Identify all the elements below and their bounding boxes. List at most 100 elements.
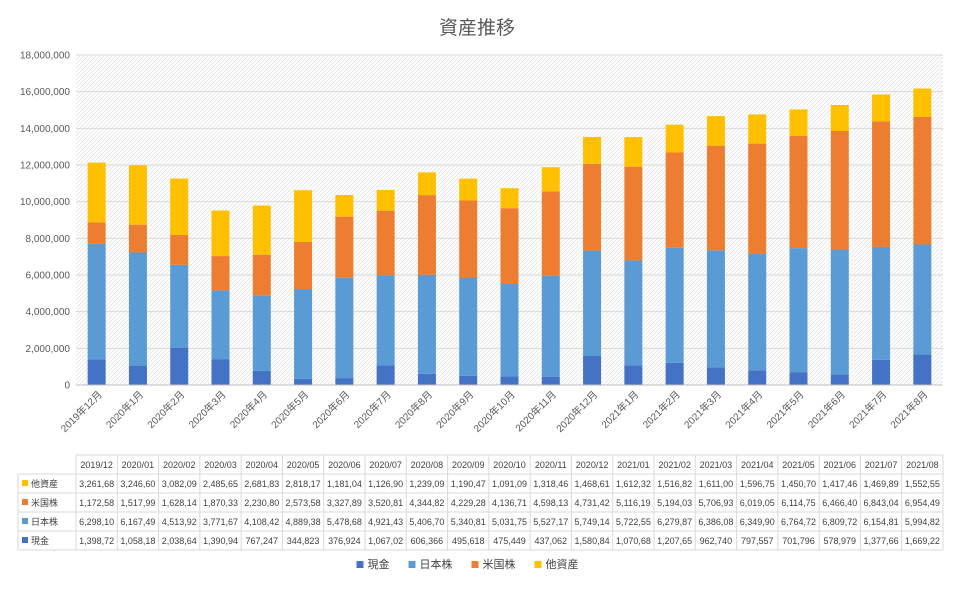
table-cell: 1,870,33 <box>203 498 238 508</box>
bar-segment <box>294 378 313 385</box>
bar-segment <box>252 254 271 296</box>
bar-segment <box>583 250 602 357</box>
table-row-key <box>22 480 28 486</box>
legend-key <box>408 561 416 568</box>
table-header-cell: 2020/10 <box>493 460 526 470</box>
table-cell: 5,194,03 <box>657 498 692 508</box>
bar-segment <box>830 130 849 250</box>
table-cell: 701,796 <box>782 536 815 546</box>
table-cell: 1,058,18 <box>120 536 155 546</box>
legend-label: 日本株 <box>420 557 453 571</box>
table-cell: 5,406,70 <box>409 517 444 527</box>
table-header-cell: 2019/12 <box>80 460 113 470</box>
bar-segment <box>459 178 478 201</box>
table-cell: 5,994,82 <box>905 517 940 527</box>
bar-segment <box>128 365 147 385</box>
table-row-key <box>22 499 28 505</box>
bar-segment <box>500 376 519 385</box>
table-cell: 1,580,84 <box>575 536 610 546</box>
bar-segment <box>128 165 147 225</box>
bar-segment <box>913 244 932 355</box>
bar-segment <box>665 152 684 248</box>
table-cell: 767,247 <box>246 536 279 546</box>
bar-segment <box>706 250 725 368</box>
y-axis: 0 2,000,000 4,000,000 6,000,000 8,000,000 10,… <box>20 51 71 392</box>
table-cell: 797,557 <box>741 536 774 546</box>
table-row-label: 米国株 <box>31 497 58 508</box>
table-cell: 1,181,04 <box>327 479 362 489</box>
bar-segment <box>87 359 106 385</box>
table-header-cell: 2021/08 <box>906 460 939 470</box>
bar-segment <box>211 290 230 360</box>
table-cell: 1,091,09 <box>492 479 527 489</box>
table-cell: 4,136,71 <box>492 498 527 508</box>
bar-segment <box>252 370 271 385</box>
bar-segment <box>417 195 436 275</box>
legend-label: 他資産 <box>546 558 579 571</box>
table-cell: 5,116,19 <box>616 498 650 508</box>
table-cell: 606,366 <box>411 536 444 546</box>
bar-segment <box>294 241 313 290</box>
bar-segment <box>789 248 808 373</box>
table-header-cell: 2020/12 <box>576 460 609 470</box>
y-tick-label: 0 <box>64 381 70 392</box>
bar-segment <box>872 246 891 360</box>
table-cell: 1,377,66 <box>864 536 899 546</box>
table-cell: 6,114,75 <box>781 498 815 508</box>
table-cell: 3,327,89 <box>327 498 362 508</box>
bar-segment <box>500 208 519 285</box>
table-header-cell: 2020/06 <box>328 460 361 470</box>
table-cell: 495,618 <box>452 536 485 546</box>
bar-segment <box>872 359 891 385</box>
y-tick-label: 8,000,000 <box>26 234 71 245</box>
bar-segment <box>748 114 767 144</box>
table-header-cell: 2020/05 <box>287 460 320 470</box>
table-cell: 5,722,55 <box>616 517 651 527</box>
bar-segment <box>128 252 147 366</box>
table-row-key <box>22 518 28 524</box>
bar-segment <box>665 362 684 385</box>
bar-segment <box>211 210 230 257</box>
table-header-cell: 2021/03 <box>700 460 733 470</box>
table-header-cell: 2021/04 <box>741 460 774 470</box>
bar-segment <box>87 243 106 360</box>
bar-segment <box>459 277 478 376</box>
table-header-cell: 2021/06 <box>824 460 857 470</box>
y-tick-label: 2,000,000 <box>26 344 71 355</box>
plot-area <box>76 54 943 386</box>
table-header-cell: 2020/09 <box>452 460 485 470</box>
bar-segment <box>541 376 560 385</box>
table-cell: 6,386,08 <box>698 517 733 527</box>
bar-segment <box>252 295 271 371</box>
table-cell: 2,681,83 <box>244 479 279 489</box>
bar-segment <box>294 190 313 242</box>
bar-segment <box>913 88 932 117</box>
table-cell: 5,478,68 <box>327 517 362 527</box>
table-cell: 1,067,02 <box>368 536 403 546</box>
bar-segment <box>913 354 932 385</box>
table-cell: 1,517,99 <box>120 498 155 508</box>
table-header-cell: 2020/11 <box>535 460 567 470</box>
table-cell: 3,520,81 <box>368 498 403 508</box>
table-cell: 5,031,75 <box>492 517 527 527</box>
legend-key <box>534 561 542 568</box>
table-cell: 6,349,90 <box>740 517 775 527</box>
table-cell: 6,809,72 <box>822 517 857 527</box>
y-tick-label: 18,000,000 <box>20 51 70 62</box>
bar-segment <box>211 359 230 385</box>
table-header-cell: 2021/07 <box>865 460 898 470</box>
table-cell: 1,172,58 <box>79 498 114 508</box>
table-header-cell: 2020/08 <box>411 460 444 470</box>
table-cell: 5,340,81 <box>451 517 486 527</box>
bar-segment <box>417 274 436 374</box>
table-cell: 6,843,04 <box>864 498 899 508</box>
bar-segment <box>87 162 106 223</box>
table-cell: 6,298,10 <box>79 517 114 527</box>
table-header-cell: 2020/03 <box>204 460 237 470</box>
bar-segment <box>706 116 725 146</box>
table-cell: 4,598,13 <box>533 498 568 508</box>
legend-key <box>471 561 479 568</box>
table-cell: 1,207,65 <box>657 536 692 546</box>
table-header-cell: 2021/01 <box>617 460 650 470</box>
bar-segment <box>252 205 271 255</box>
